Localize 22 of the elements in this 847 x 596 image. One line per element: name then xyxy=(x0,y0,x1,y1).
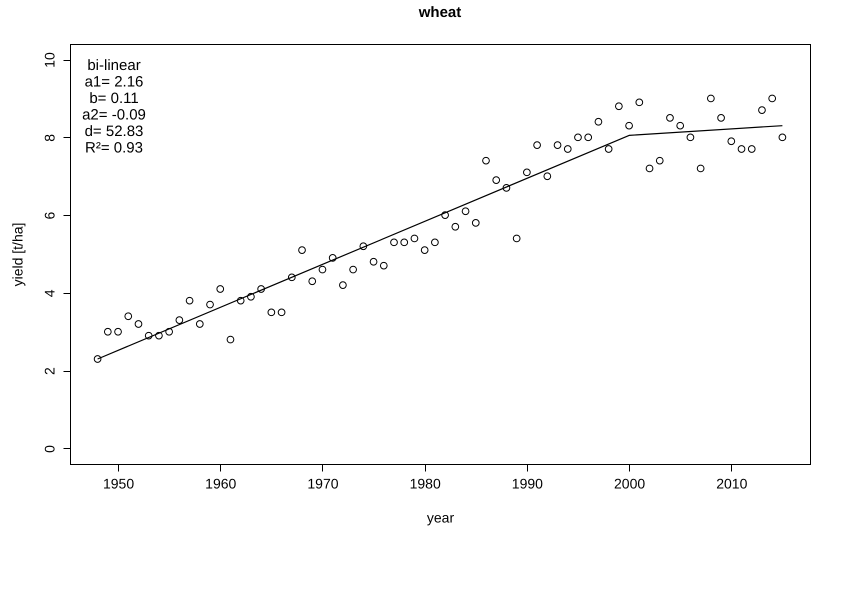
x-tick-label: 1970 xyxy=(307,476,339,492)
x-tick-label: 2010 xyxy=(716,476,748,492)
annotation: a1= 2.16 xyxy=(84,74,144,90)
x-tick-label: 2000 xyxy=(614,476,646,492)
x-tick-label: 1990 xyxy=(512,476,544,492)
y-tick-label: 10 xyxy=(42,52,58,68)
annotation: b= 0.11 xyxy=(89,90,139,107)
annotation: R²= 0.93 xyxy=(85,140,143,156)
annotation: a2= -0.09 xyxy=(82,106,146,124)
y-tick-label: 0 xyxy=(42,444,58,453)
x-axis-title: year xyxy=(426,510,454,526)
y-axis-title: yield [t/ha] xyxy=(10,222,26,286)
y-tick-label: 6 xyxy=(42,212,58,220)
y-tick-label: 8 xyxy=(42,134,58,142)
y-tick-label: 2 xyxy=(42,367,58,376)
x-tick-label: 1950 xyxy=(102,476,134,492)
annotation: bi-linear xyxy=(87,57,141,74)
annotation: d= 52.83 xyxy=(84,123,144,140)
y-tick-label: 4 xyxy=(42,289,58,298)
chart-title: wheat xyxy=(418,4,462,21)
x-tick-label: 1960 xyxy=(205,476,237,492)
x-tick-label: 1980 xyxy=(410,476,441,492)
